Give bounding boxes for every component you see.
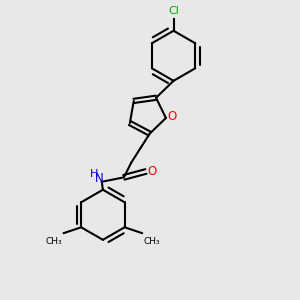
Text: N: N [95,172,104,185]
Text: CH₃: CH₃ [144,237,160,246]
Text: CH₃: CH₃ [46,237,62,246]
Text: O: O [168,110,177,123]
Text: Cl: Cl [168,6,179,16]
Text: H: H [90,169,99,179]
Text: O: O [148,165,157,178]
